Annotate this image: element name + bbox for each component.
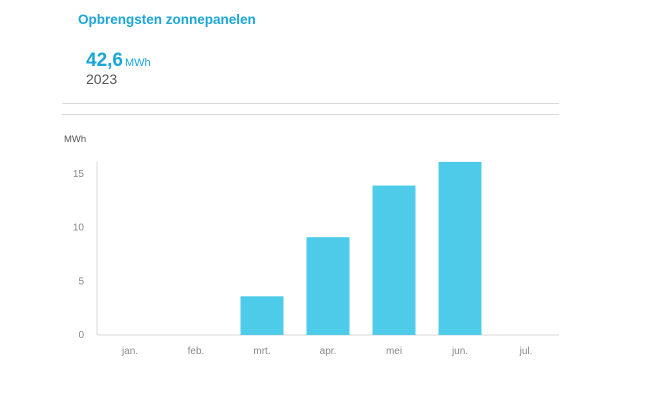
bar-mrt[interactable] <box>240 296 284 335</box>
chart-title: Opbrengsten zonnepanelen <box>78 12 256 27</box>
divider-bottom <box>62 114 559 115</box>
bar-jun[interactable] <box>438 161 482 335</box>
total-yield: 42,6 MWh <box>86 50 151 72</box>
total-unit: MWh <box>124 57 151 69</box>
x-tick-label: feb. <box>188 346 205 357</box>
bar-mei[interactable] <box>372 185 416 335</box>
x-tick-label: jul. <box>519 346 533 357</box>
divider-top <box>62 103 559 104</box>
x-tick-label: jan. <box>121 346 138 357</box>
y-tick-label: 0 <box>78 330 84 341</box>
y-tick-label: 5 <box>78 276 84 287</box>
y-tick-label: 10 <box>73 223 85 234</box>
x-tick-label: apr. <box>320 346 337 357</box>
x-tick-label: mrt. <box>253 346 270 357</box>
x-tick-label: jun. <box>451 346 468 357</box>
total-value: 42,6 <box>86 50 123 71</box>
y-tick-label: 15 <box>73 169 85 180</box>
bar-apr[interactable] <box>306 237 350 335</box>
y-axis-unit: MWh <box>64 134 86 145</box>
year-label: 2023 <box>86 71 118 87</box>
x-tick-label: mei <box>386 346 402 357</box>
